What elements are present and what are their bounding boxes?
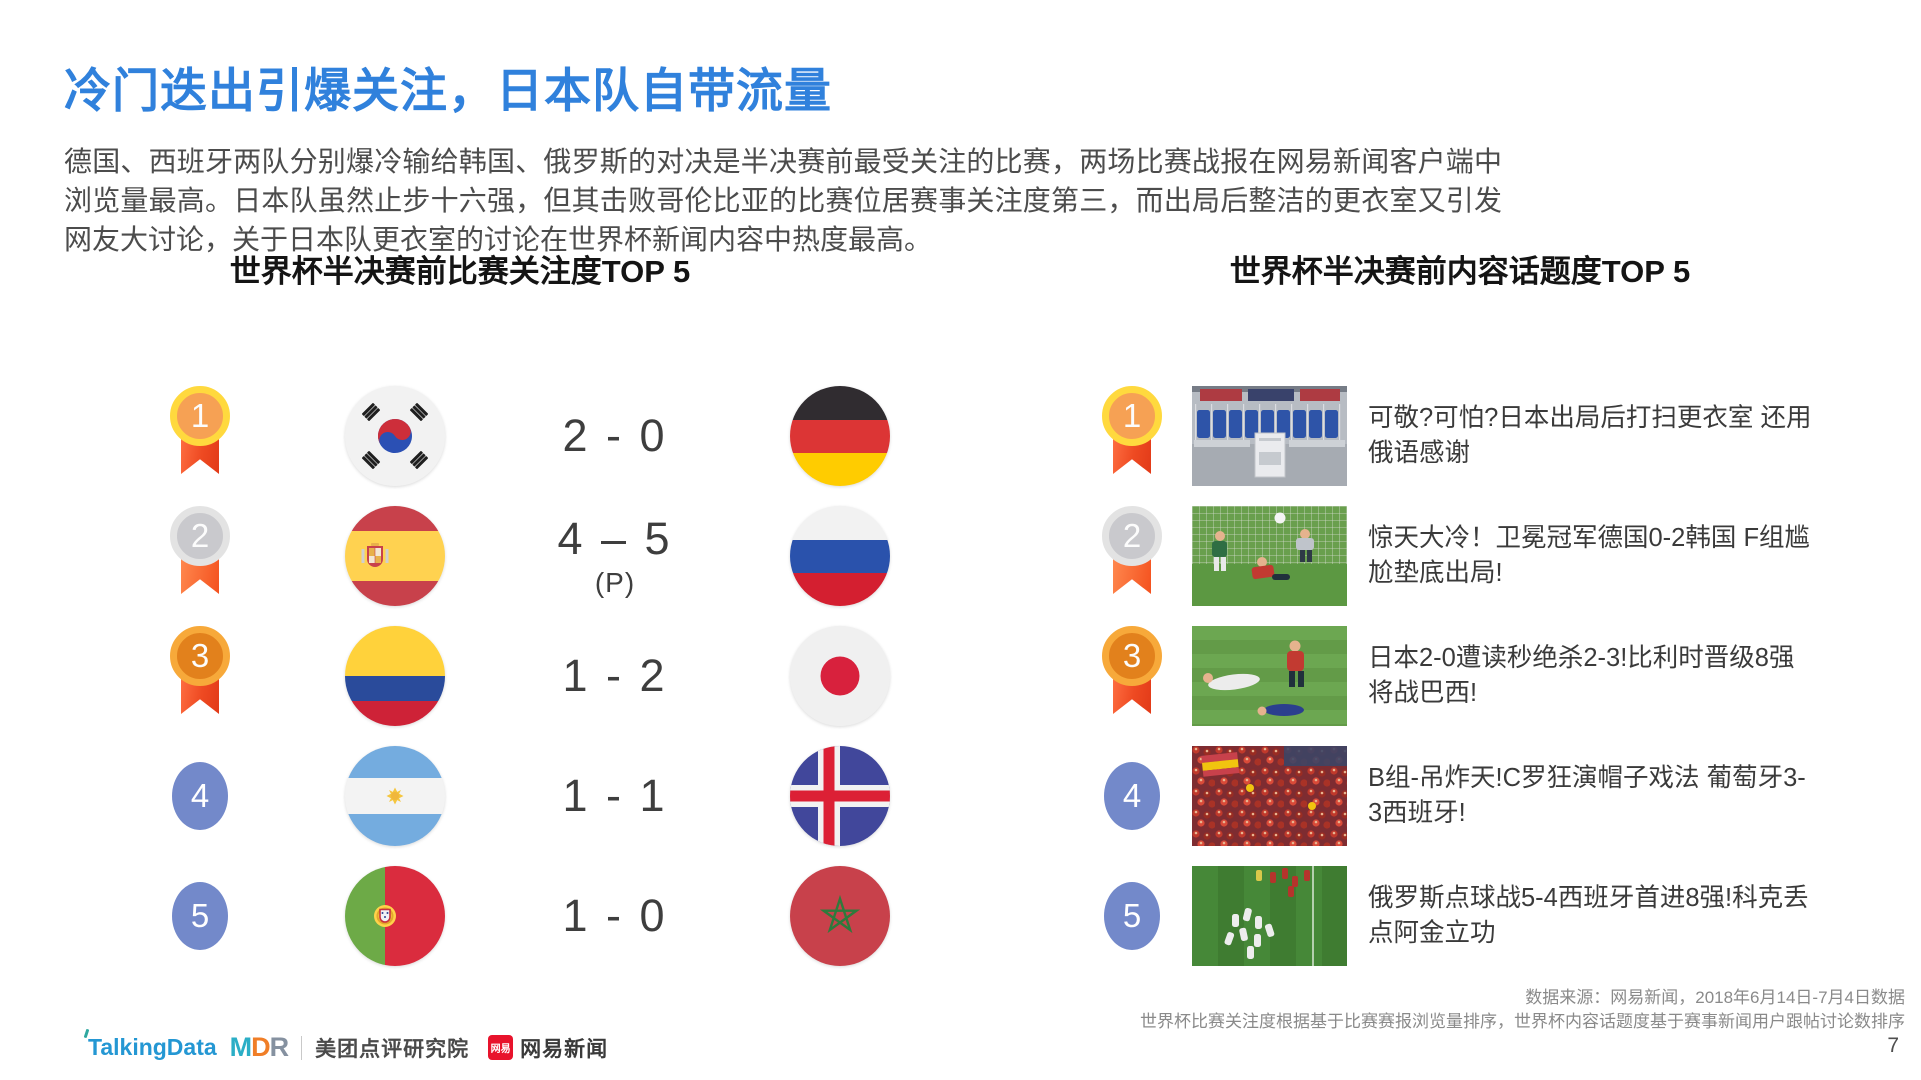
rank-number: 2 [190,517,210,554]
talkingdata-wordmark: TalkingData [88,1034,217,1060]
match-score: 2 - 0 [510,384,720,488]
score-text: 1 - 0 [562,890,668,941]
data-source-note: 数据来源：网易新闻，2018年6月14日-7月4日数据 世界杯比赛关注度根据基于… [1140,986,1905,1034]
talkingdata-logo: TalkingData [83,1028,217,1061]
mdr-letter-m: M [229,1032,252,1062]
rank-number: 3 [1122,637,1142,674]
japan-belgium-photo [1192,626,1347,726]
match-score: 4 – 5 (P) [510,504,720,608]
score-text: 2 - 0 [562,410,668,461]
data-source-line1: 数据来源：网易新闻，2018年6月14日-7月4日数据 [1525,988,1905,1007]
news-headline: 俄罗斯点球战5-4西班牙首进8强!科克丢点阿金立功 [1368,864,1816,968]
flag-argentina-icon [345,746,445,846]
rank-badge: 4 [172,762,228,830]
footer-logos: TalkingData M D R 美团点评研究院 网易 网易新闻 [83,1028,608,1063]
match-score: 1 - 0 [510,864,720,968]
logo-divider [301,1035,303,1060]
mdr-letter-d: D [251,1032,270,1062]
netease-news-logo: 网易 网易新闻 [488,1033,608,1063]
intro-paragraph: 德国、西班牙两队分别爆冷输给韩国、俄罗斯的对决是半决赛前最受关注的比赛，两场比赛… [64,146,1502,255]
flag-iceland-icon [790,746,890,846]
headline-text: B组-吊炸天!C罗狂演帽子戏法 葡萄牙3-3西班牙! [1368,764,1806,827]
score-text: 1 - 2 [562,650,668,701]
flag-germany-icon [790,386,890,486]
meituan-research-logo: 美团点评研究院 [315,1037,470,1061]
data-source-line2: 世界杯比赛关注度根据基于比赛赛报浏览量排序，世界杯内容话题度基于赛事新闻用户跟帖… [1140,1012,1905,1031]
silver-medal-icon: 2 [1102,506,1162,610]
fans-crowd-photo [1192,746,1347,846]
silver-medal-icon: 2 [170,506,230,610]
news-headline: B组-吊炸天!C罗狂演帽子戏法 葡萄牙3-3西班牙! [1368,744,1816,848]
headline-text: 日本2-0遭读秒绝杀2-3!比利时晋级8强将战巴西! [1368,644,1795,707]
bronze-medal-icon: 3 [1102,626,1162,730]
mdr-letter-r: R [269,1032,289,1062]
gold-medal-icon: 1 [170,386,230,490]
news-headline: 日本2-0遭读秒绝杀2-3!比利时晋级8强将战巴西! [1368,624,1816,728]
flag-colombia-icon [345,626,445,726]
score-text: 4 – 5 [557,513,673,564]
penalty-celebration-photo [1192,866,1347,966]
rank-number: 1 [1122,397,1142,434]
match-score: 1 - 2 [510,624,720,728]
page-title: 冷门迭出引爆关注，日本队自带流量 [64,64,832,117]
news-headline: 可敬?可怕?日本出局后打扫更衣室 还用俄语感谢 [1368,384,1816,488]
match-score: 1 - 1 [510,744,720,848]
flag-portugal-icon [345,866,445,966]
rank-number: 4 [190,777,210,814]
gold-medal-icon: 1 [1102,386,1162,490]
headline-text: 惊天大冷！卫冕冠军德国0-2韩国 F组尴尬垫底出局! [1368,524,1811,587]
rank-row-3: 3 1 - 2 3 日本2-0遭读秒绝杀2-3!比利时晋级8强将战巴西! [0,624,1921,728]
mdr-logo: M D R [230,1032,289,1063]
rank-badge: 5 [1104,882,1160,950]
match-rank-panel-title: 世界杯半决赛前比赛关注度TOP 5 [229,254,691,289]
germany-korea-goal-photo [1192,506,1347,606]
page-number: 7 [1887,1034,1899,1057]
rank-badge: 4 [1104,762,1160,830]
netease-badge-icon: 网易 [488,1035,514,1060]
flag-morocco-icon [790,866,890,966]
score-text: 1 - 1 [562,770,668,821]
flag-japan-icon [790,626,890,726]
topic-rank-panel-title: 世界杯半决赛前内容话题度TOP 5 [1229,254,1691,289]
rank-row-4: 4 1 - 1 4 [0,744,1921,848]
rank-row-2: 2 4 – 5 (P) 2 [0,504,1921,608]
rank-number: 5 [190,897,210,934]
headline-text: 可敬?可怕?日本出局后打扫更衣室 还用俄语感谢 [1368,404,1812,467]
flag-russia-icon [790,506,890,606]
flag-spain-icon [345,506,445,606]
flag-south-korea-icon [345,386,445,486]
rank-badge: 5 [172,882,228,950]
penalty-note: (P) [594,567,636,598]
headline-text: 俄罗斯点球战5-4西班牙首进8强!科克丢点阿金立功 [1368,884,1809,947]
rank-row-1: 1 2 - 0 1 [0,384,1921,488]
rank-row-5: 5 1 - 0 5 [0,864,1921,968]
rank-number: 3 [190,637,210,674]
rank-number: 5 [1122,897,1142,934]
locker-room-photo [1192,386,1347,486]
rank-number: 2 [1122,517,1142,554]
rank-number: 1 [190,397,210,434]
netease-news-wordmark: 网易新闻 [520,1037,609,1061]
bronze-medal-icon: 3 [170,626,230,730]
rank-number: 4 [1122,777,1142,814]
news-headline: 惊天大冷！卫冕冠军德国0-2韩国 F组尴尬垫底出局! [1368,504,1816,608]
